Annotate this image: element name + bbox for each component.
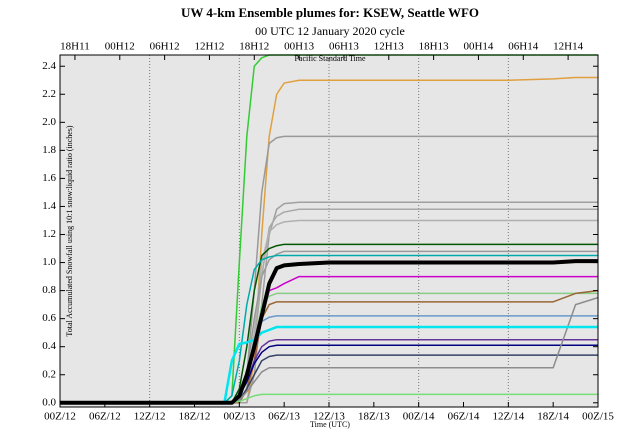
x-tick-label: 06Z/12 <box>89 411 121 423</box>
plume-line <box>60 243 598 404</box>
top-tick-label: 18H11 <box>60 41 90 53</box>
y-tick-label: 1.2 <box>42 228 56 240</box>
top-tick-label: 12H13 <box>374 41 404 53</box>
plume-line <box>60 296 599 404</box>
y-tick-label: 0.6 <box>42 312 56 324</box>
plume-line <box>60 259 598 405</box>
x-tick-label: 18Z/12 <box>179 411 211 423</box>
top-tick-label: 18H13 <box>419 41 449 53</box>
x-tick-label: 06Z/14 <box>448 411 480 423</box>
y-tick-label: 0.8 <box>42 284 56 296</box>
axes: 0.0 0.2 0.4 0.6 0.8 1.0 1.2 1.4 1.6 1.8 2.0 2.2 2.4 0… <box>42 41 614 423</box>
y-tick-label: 2.2 <box>42 88 56 100</box>
y-tick-label: 1.4 <box>42 200 56 212</box>
plume-line <box>60 325 598 405</box>
x-tick-label: 00Z/13 <box>223 411 255 423</box>
top-axis-label: Pacific Standard Time <box>294 54 366 63</box>
plume-line <box>60 254 598 404</box>
top-tick-label: 12H14 <box>553 41 583 53</box>
y-tick-label: 1.0 <box>42 256 56 268</box>
x-tick-label: 00Z/15 <box>582 411 614 423</box>
top-tick-label: 06H13 <box>329 41 359 53</box>
top-tick-label: 12H12 <box>194 41 224 53</box>
x-tick-label: 12Z/12 <box>134 411 166 423</box>
x-tick-label: 00Z/12 <box>44 411 76 423</box>
top-tick-label: 00H12 <box>105 41 135 53</box>
top-tick-label: 00H14 <box>463 41 493 53</box>
plumes <box>60 54 599 405</box>
x-tick-label: 18Z/13 <box>358 411 390 423</box>
y-tick-label: 2.0 <box>42 116 56 128</box>
y-tick-label: 1.6 <box>42 172 56 184</box>
x-tick-label: 12Z/14 <box>492 411 524 423</box>
y-axis-label: Total Accumulated Snowfall using 10:1 sn… <box>65 125 74 337</box>
x-tick-label: 00Z/14 <box>403 411 435 423</box>
y-tick-label: 1.8 <box>42 144 56 156</box>
plume-line <box>60 289 599 404</box>
y-tick-label: 0.4 <box>42 340 56 352</box>
y-tick-label: 0.2 <box>42 368 56 380</box>
y-tick-label: 2.4 <box>42 60 56 72</box>
top-tick-label: 06H14 <box>508 41 538 53</box>
x-tick-label: 12Z/13 <box>313 411 345 423</box>
top-tick-label: 00H13 <box>284 41 314 53</box>
top-tick-label: 06H12 <box>150 41 180 53</box>
chart-title: UW 4-km Ensemble plumes for: KSEW, Seatt… <box>181 5 479 20</box>
plot-background <box>60 55 598 407</box>
x-tick-label: 18Z/14 <box>537 411 569 423</box>
top-tick-label: 18H12 <box>239 41 269 53</box>
x-tick-label: 06Z/13 <box>268 411 300 423</box>
y-tick-label: 0.0 <box>42 396 56 408</box>
chart-subtitle: 00 UTC 12 January 2020 cycle <box>255 24 405 38</box>
plot-frame <box>59 54 599 408</box>
plume-line <box>60 393 598 404</box>
x-axis-label: Time (UTC) <box>310 420 350 429</box>
